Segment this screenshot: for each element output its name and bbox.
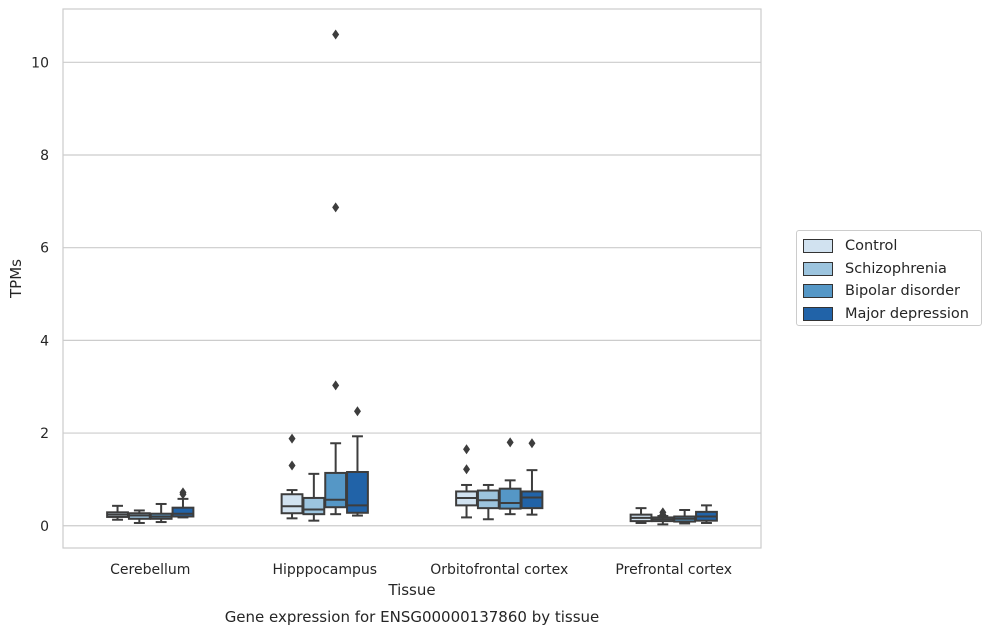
box-body xyxy=(302,496,326,516)
outlier-point xyxy=(288,460,296,471)
y-tick-label: 4 xyxy=(40,333,49,349)
box-schizophrenia xyxy=(127,509,151,524)
y-axis-label: TPMs xyxy=(7,259,25,299)
box-major-depression xyxy=(346,406,369,517)
box-schizophrenia xyxy=(302,472,326,522)
outlier-point xyxy=(288,433,296,444)
box-schizophrenia xyxy=(651,507,675,526)
legend-item-bipolar-disorder: Bipolar disorder xyxy=(803,280,981,303)
outlier-point xyxy=(659,507,667,518)
box-body xyxy=(280,493,304,515)
box-body xyxy=(171,506,195,518)
legend-swatch xyxy=(803,306,833,321)
box-control xyxy=(629,507,653,524)
boxes xyxy=(106,29,718,526)
box-bipolar-disorder xyxy=(673,508,697,525)
legend-label: Control xyxy=(845,238,898,255)
x-axis-label: Tissue xyxy=(387,581,435,599)
outlier-point xyxy=(179,487,187,498)
x-tick-labels: Cerebellum Hipppocampus Orbitofrontal cort… xyxy=(110,562,732,578)
box-major-depression xyxy=(520,438,544,516)
gridlines xyxy=(63,61,761,527)
box-major-depression xyxy=(695,504,718,524)
y-tick-label: 0 xyxy=(40,519,49,535)
x-tick-label: Orbitofrontal cortex xyxy=(430,562,568,578)
legend-item-control: Control xyxy=(803,235,981,258)
box-control xyxy=(280,433,304,520)
legend-item-major-depression: Major depression xyxy=(803,303,981,326)
legend-swatch xyxy=(803,239,833,254)
box-control xyxy=(455,444,478,519)
box-bipolar-disorder xyxy=(149,502,173,524)
box-body xyxy=(324,471,348,509)
outlier-point xyxy=(528,438,536,449)
outlier-point xyxy=(332,380,340,391)
x-tick-label: Cerebellum xyxy=(110,562,190,578)
x-tick-label: Prefrontal cortex xyxy=(615,562,732,578)
box-bipolar-disorder xyxy=(498,437,522,516)
box-body xyxy=(520,490,544,510)
y-tick-label: 6 xyxy=(40,241,49,257)
y-tick-label: 2 xyxy=(40,426,49,442)
box-schizophrenia xyxy=(476,483,500,521)
outlier-point xyxy=(463,464,471,475)
box-body xyxy=(346,470,369,514)
legend-label: Bipolar disorder xyxy=(845,283,960,300)
box-control xyxy=(106,504,129,521)
outlier-point xyxy=(506,437,514,448)
box-major-depression xyxy=(171,487,195,519)
x-tick-label: Hipppocampus xyxy=(272,562,377,578)
legend-swatch xyxy=(803,261,833,276)
plot-frame xyxy=(62,8,762,549)
outlier-point xyxy=(353,406,361,417)
legend-item-schizophrenia: Schizophrenia xyxy=(803,258,981,281)
legend-swatch xyxy=(803,284,833,299)
outlier-point xyxy=(332,202,340,213)
box-body xyxy=(498,487,522,510)
outlier-point xyxy=(332,29,340,40)
y-tick-label: 10 xyxy=(31,55,49,71)
legend: Control Schizophrenia Bipolar disorder M… xyxy=(796,230,982,326)
y-tick-labels: 0 2 4 6 8 10 xyxy=(31,55,49,534)
y-tick-label: 8 xyxy=(40,148,49,164)
legend-label: Major depression xyxy=(845,305,969,322)
outlier-point xyxy=(463,444,471,455)
chart-title: Gene expression for ENSG00000137860 by t… xyxy=(225,608,600,626)
box-bipolar-disorder xyxy=(324,29,348,516)
legend-label: Schizophrenia xyxy=(845,260,947,277)
